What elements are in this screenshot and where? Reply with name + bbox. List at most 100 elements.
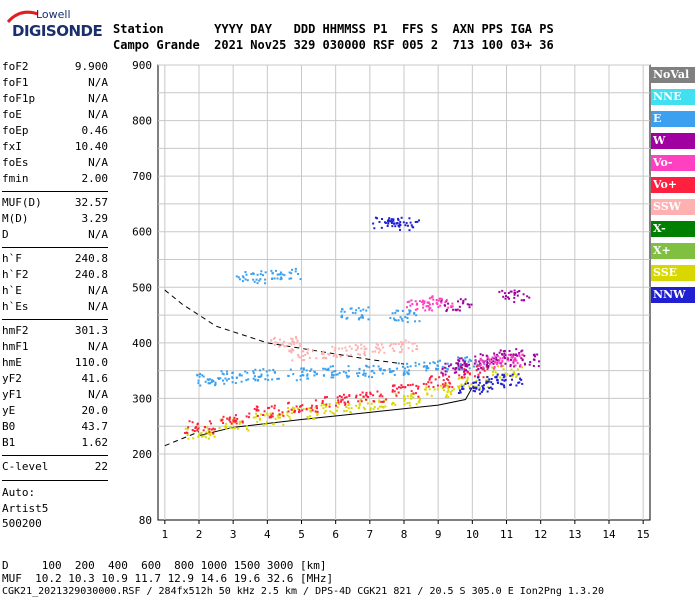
data-point <box>400 384 403 387</box>
data-point <box>321 352 324 355</box>
data-point <box>340 395 343 398</box>
data-point <box>434 378 437 381</box>
param-name: MUF(D) <box>2 196 42 209</box>
data-point <box>421 301 424 304</box>
data-point <box>309 369 312 372</box>
data-point <box>379 393 382 396</box>
data-point <box>401 319 404 322</box>
data-point <box>360 314 363 317</box>
data-point <box>397 217 400 220</box>
data-point <box>256 282 259 285</box>
data-point <box>302 368 305 371</box>
data-point <box>348 394 351 397</box>
data-point <box>379 367 382 370</box>
data-point <box>396 387 399 390</box>
data-point <box>322 353 325 356</box>
data-point <box>437 299 440 302</box>
data-point <box>459 364 462 367</box>
data-point <box>363 348 366 351</box>
data-point <box>472 389 475 392</box>
data-point <box>433 388 436 391</box>
data-point <box>465 365 468 368</box>
data-point <box>290 408 293 411</box>
data-point <box>238 278 241 281</box>
data-point <box>349 307 352 310</box>
data-point <box>358 404 361 407</box>
data-point <box>228 416 231 419</box>
data-point <box>247 429 250 432</box>
data-point <box>371 376 374 379</box>
data-point <box>263 414 266 417</box>
data-point <box>488 387 491 390</box>
data-point <box>287 406 290 409</box>
param-value: N/A <box>88 76 108 89</box>
data-point <box>492 360 495 363</box>
param-value: N/A <box>88 156 108 169</box>
data-point <box>498 359 501 362</box>
data-point <box>503 374 506 377</box>
data-point <box>395 319 398 322</box>
data-point <box>360 347 363 350</box>
data-point <box>474 385 477 388</box>
data-point <box>451 305 454 308</box>
param-row: hmF1 N/A <box>2 340 108 356</box>
data-point <box>462 359 465 362</box>
data-point <box>274 371 277 374</box>
data-point <box>445 367 448 370</box>
data-point <box>392 369 395 372</box>
data-point <box>408 401 411 404</box>
data-point <box>415 314 418 317</box>
data-point <box>184 431 187 434</box>
data-point <box>242 276 245 279</box>
data-point <box>466 303 469 306</box>
data-point <box>408 369 411 372</box>
data-point <box>426 392 429 395</box>
x-tick-label: 15 <box>637 528 650 541</box>
data-point <box>424 388 427 391</box>
data-point <box>355 309 358 312</box>
data-point <box>358 406 361 409</box>
data-point <box>212 380 215 383</box>
data-point <box>458 305 461 308</box>
legend-item: W <box>651 133 695 149</box>
data-point <box>291 348 294 351</box>
data-point <box>365 364 368 367</box>
data-point <box>281 273 284 276</box>
data-point <box>244 370 247 373</box>
data-point <box>479 363 482 366</box>
data-point <box>519 376 522 379</box>
data-point <box>397 386 400 389</box>
data-point <box>296 339 299 342</box>
data-point <box>235 419 238 422</box>
data-point <box>422 382 425 385</box>
data-point <box>293 409 296 412</box>
data-point <box>313 374 316 377</box>
data-point <box>487 366 490 369</box>
data-point <box>464 356 467 359</box>
data-point <box>316 413 319 416</box>
data-point <box>408 229 411 232</box>
param-value: 0.46 <box>81 124 109 137</box>
data-point <box>489 386 492 389</box>
data-point <box>254 368 257 371</box>
data-point <box>417 387 420 390</box>
param-value: 20.0 <box>81 404 109 417</box>
data-point <box>359 309 362 312</box>
data-point <box>487 380 490 383</box>
data-point <box>335 401 338 404</box>
data-point <box>501 289 504 292</box>
data-point <box>343 401 346 404</box>
data-point <box>384 369 387 372</box>
data-point <box>510 354 513 357</box>
data-point <box>335 354 338 357</box>
data-point <box>192 437 195 440</box>
data-point <box>295 405 298 408</box>
data-point <box>462 384 465 387</box>
data-point <box>406 313 409 316</box>
data-point <box>222 421 225 424</box>
data-point <box>429 375 432 378</box>
data-point <box>476 376 479 379</box>
data-point <box>314 406 317 409</box>
data-point <box>219 377 222 380</box>
data-point <box>332 370 335 373</box>
